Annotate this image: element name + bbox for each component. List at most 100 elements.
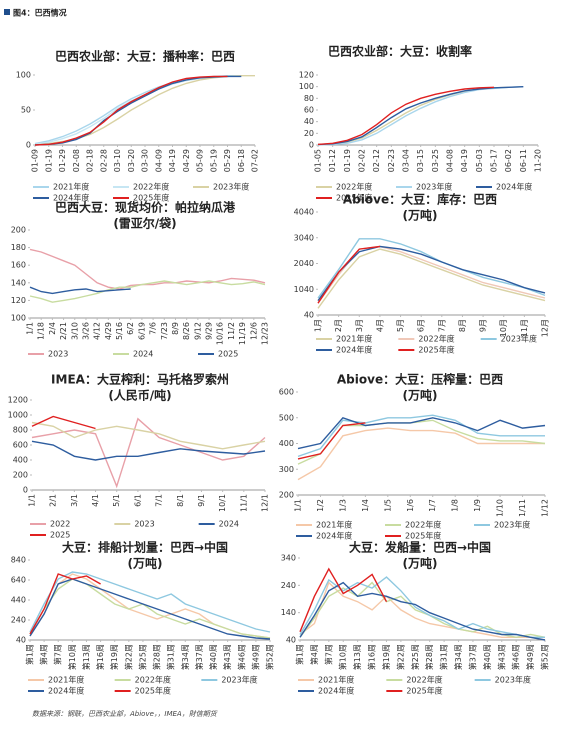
x-tick-label: 第43周 [496, 644, 506, 670]
x-tick-label: 06-18 [237, 149, 246, 172]
x-tick-label: 01-05 [314, 149, 323, 172]
x-tick-label: 01-19 [343, 149, 352, 172]
y-tick-label: 40 [286, 636, 296, 645]
y-tick-label: 300 [279, 465, 294, 474]
x-tick-label: 11/19 [238, 322, 247, 345]
legend-label: 2025年度 [418, 345, 454, 355]
y-tick-label: 40 [304, 117, 314, 126]
x-tick-label: 第28周 [152, 644, 162, 670]
x-tick-label: 第46周 [511, 644, 521, 670]
x-tick-label: 05-17 [490, 149, 499, 172]
x-tick-label: 7/1 [155, 494, 164, 507]
x-tick-label: 1/4 [361, 499, 370, 512]
x-tick-label: 02-08 [72, 149, 81, 172]
legend-label: 2025年度 [405, 531, 441, 541]
x-tick-label: 8/26 [182, 322, 191, 340]
x-tick-label: 5/16 [115, 322, 124, 340]
legend-label: 2024年度 [496, 182, 532, 192]
x-tick-label: 1/5 [383, 499, 392, 512]
x-tick-label: 1/2 [316, 499, 325, 512]
x-tick-label: 1/7 [428, 499, 437, 512]
x-tick-label: 02-23 [387, 149, 396, 172]
legend-label: 2024年度 [53, 193, 89, 203]
legend-label: 2023年度 [495, 675, 531, 685]
x-tick-label: 10/1 [218, 494, 227, 512]
x-tick-label: 12/6 [249, 322, 258, 340]
x-tick-label: 5月 [396, 319, 405, 332]
x-tick-label: 第7周 [323, 644, 333, 665]
x-tick-label: 03-15 [416, 149, 425, 172]
x-tick-label: 7月 [437, 319, 446, 332]
y-tick-label: 120 [299, 71, 314, 80]
x-tick-label: 1/1 [294, 499, 303, 512]
y-tick-label: 180 [11, 243, 26, 252]
x-tick-label: 07-02 [251, 149, 260, 172]
x-tick-label: 01-29 [58, 149, 67, 172]
x-tick-label: 5/1 [112, 494, 121, 507]
x-tick-label: 03-25 [431, 149, 440, 172]
x-tick-label: 1/10 [496, 499, 505, 517]
x-tick-label: 05-19 [209, 149, 218, 172]
y-tick-label: 100 [299, 82, 314, 91]
x-tick-label: 第1周 [295, 644, 305, 665]
y-tick-label: 440 [11, 596, 26, 605]
x-tick-label: 03-30 [141, 149, 150, 172]
legend-label: 2024 [219, 520, 239, 529]
y-tick-label: 40 [304, 311, 314, 320]
series-line [317, 238, 546, 299]
x-tick-label: 3/1 [70, 494, 79, 507]
y-tick-label: 3040 [294, 233, 314, 242]
x-tick-label: 第37周 [194, 644, 204, 670]
legend-label: 2023年度 [221, 675, 257, 685]
x-tick-label: 9/29 [205, 322, 214, 340]
x-tick-label: 9/12 [193, 322, 202, 340]
y-tick-label: 640 [11, 576, 26, 585]
legend-label: 2022年度 [135, 675, 171, 685]
chart-title: 大豆：排船计划量：巴西→中国 [62, 540, 228, 555]
x-tick-label: 第13周 [352, 644, 362, 670]
x-tick-label: 4月 [375, 319, 384, 332]
series-line [29, 280, 266, 303]
x-tick-label: 第7周 [53, 644, 63, 665]
x-tick-label: 第52周 [265, 644, 275, 670]
series-line [299, 581, 546, 641]
x-tick-label: 第40周 [208, 644, 218, 670]
x-tick-label: 4/12 [93, 322, 102, 340]
x-tick-label: 02-02 [358, 149, 367, 172]
x-tick-label: 第40周 [482, 644, 492, 670]
series-line [317, 86, 495, 146]
x-tick-label: 第16周 [95, 644, 105, 670]
y-tick-label: 500 [279, 413, 294, 422]
legend-label: 2023 [134, 520, 154, 529]
y-tick-label: 160 [11, 261, 26, 270]
x-tick-label: 1/11 [518, 499, 527, 517]
x-tick-label: 12/1 [261, 494, 270, 512]
x-tick-label: 06-02 [504, 149, 513, 172]
series-line [29, 571, 271, 633]
legend-label: 2023 [48, 350, 68, 359]
legend-label: 2021年度 [336, 334, 372, 344]
chart-title: 巴西农业部：大豆：播种率：巴西 [55, 49, 235, 64]
x-tick-label: 1/8 [451, 499, 460, 512]
y-tick-label: 80 [304, 94, 314, 103]
y-tick-label: 2040 [294, 259, 314, 268]
series-line [29, 286, 131, 295]
x-tick-label: 05-03 [475, 149, 484, 172]
x-tick-label: 第52周 [540, 644, 550, 670]
legend-label: 2024年度 [318, 686, 354, 696]
x-tick-label: 2/1 [49, 494, 58, 507]
x-tick-label: 03-04 [402, 149, 411, 172]
chart-title: Abiove：大豆：库存：巴西 [343, 192, 497, 207]
legend-label: 2023年度 [213, 182, 249, 192]
x-tick-label: 8/1 [176, 494, 185, 507]
y-tick-label: 1000 [8, 411, 28, 420]
x-tick-label: 第31周 [166, 644, 176, 670]
legend-label: 2025年度 [336, 193, 372, 203]
x-tick-label: 02-18 [86, 149, 95, 172]
series-line [31, 421, 266, 450]
x-tick-label: 11月 [520, 319, 529, 337]
legend-label: 2023年度 [416, 182, 452, 192]
legend-label: 2022年度 [406, 675, 442, 685]
chart-subtitle: (万吨) [403, 208, 438, 223]
x-tick-label: 12月 [541, 319, 550, 337]
